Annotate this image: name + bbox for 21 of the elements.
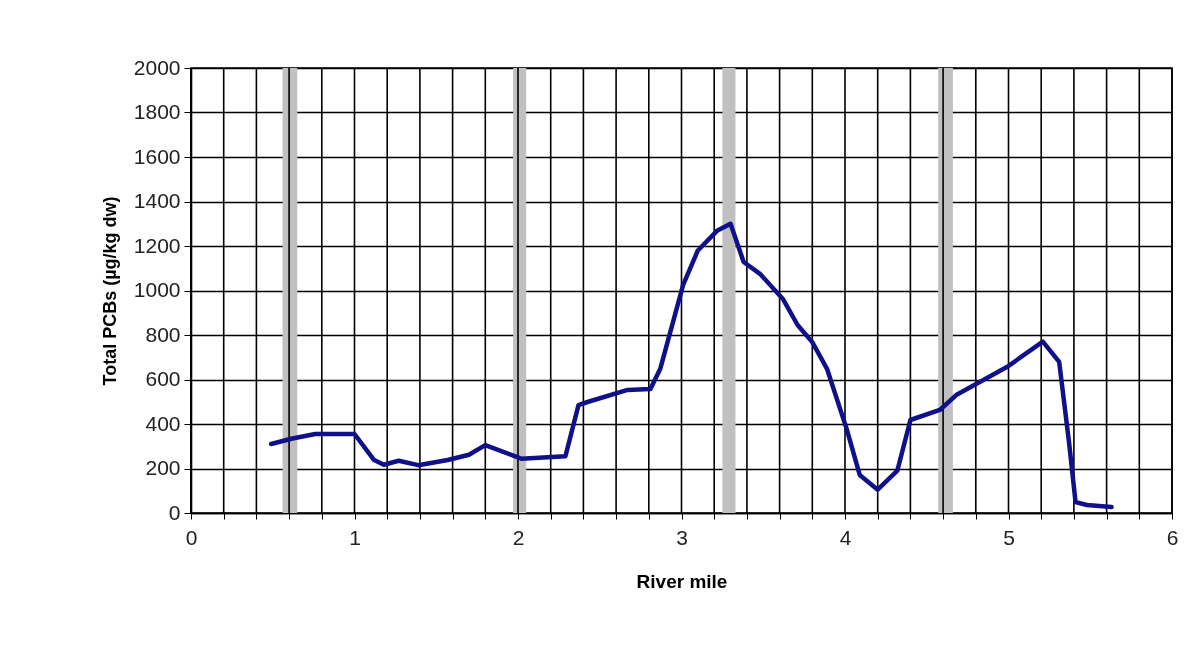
y-tick-label: 1000 xyxy=(133,278,181,301)
y-tick-label: 600 xyxy=(145,367,181,390)
x-tick-label: 3 xyxy=(676,525,688,549)
x-axis-title: River mile xyxy=(636,570,728,592)
y-tick-label: 800 xyxy=(145,322,181,346)
x-tick-label: 1 xyxy=(349,525,361,549)
y-axis-title: Total PCBs (µg/kg dw) xyxy=(99,196,120,386)
x-tick-label: 4 xyxy=(839,525,852,549)
y-tick-label: 200 xyxy=(145,456,181,479)
x-tick-label: 2 xyxy=(512,525,525,549)
y-tick-label: 1800 xyxy=(133,100,181,123)
x-tick-label: 0 xyxy=(185,525,198,549)
y-tick-label: 2000 xyxy=(133,55,181,79)
y-tick-label: 400 xyxy=(145,411,181,435)
x-tick-label: 5 xyxy=(1003,525,1015,549)
y-tick-label: 1200 xyxy=(133,233,181,257)
y-tick-label: 1600 xyxy=(133,144,181,168)
line-series xyxy=(268,221,1114,510)
y-tick-label: 0 xyxy=(168,500,181,524)
y-tick-label: 1400 xyxy=(133,189,181,212)
x-tick-label: 6 xyxy=(1166,525,1179,549)
